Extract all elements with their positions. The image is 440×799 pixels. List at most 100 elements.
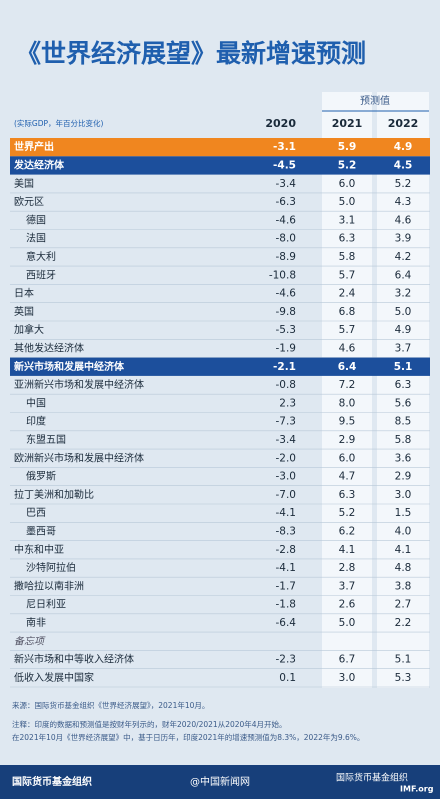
cell-value: 7.2 [339,379,356,391]
row-label: 中东和中亚 [14,543,64,556]
cell-value: 2.7 [395,599,412,611]
cell-value: -4.6 [276,214,297,226]
cell-value: 6.4 [338,361,357,373]
cell-value: 5.1 [394,361,413,373]
row-label: 世界产出 [14,140,54,153]
cell-value: -7.0 [276,489,297,501]
cell-value: 8.0 [339,397,356,409]
footer-right: 国际货币基金组织 [336,772,408,784]
cell-value: 8.5 [395,416,412,428]
row-highlight [10,138,430,157]
cell-value: 6.2 [339,525,356,537]
cell-value: 3.7 [339,580,356,592]
cell-value: 4.1 [339,544,356,556]
cell-value: 0.1 [279,672,296,684]
cell-value: 4.1 [395,544,412,556]
cell-value: -3.4 [276,178,297,190]
footer-center: @中国新闻网 [190,775,250,788]
cell-value: 5.0 [339,617,356,629]
cell-value: 6.3 [339,489,356,501]
row-label: 撒哈拉以南非洲 [14,579,84,592]
row-label: 尼日利亚 [26,599,66,611]
row-label: 英国 [14,305,34,318]
row-label: 俄罗斯 [26,470,56,483]
cell-value: 4.8 [395,562,412,574]
cell-value: -4.6 [276,288,297,300]
row-label: 意大利 [26,250,56,263]
row-label: 西班牙 [26,269,56,281]
cell-value: 5.2 [339,507,356,519]
cell-value: 3.0 [339,672,356,684]
cell-value: 4.3 [395,196,412,208]
cell-value: -3.1 [273,141,296,153]
cell-value: -4.5 [273,159,296,171]
row-label: 南非 [26,616,46,629]
row-label: 拉丁美洲和加勒比 [14,488,94,501]
cell-value: 6.8 [339,306,356,318]
cell-value: 4.6 [339,342,356,354]
cell-value: -6.4 [276,617,297,629]
title: 《世界经济展望》最新增速预测 [16,39,366,68]
cell-value: 5.9 [338,141,357,153]
cell-value: 3.9 [395,233,412,245]
cell-value: -5.3 [276,324,297,336]
note: 注释：印度的数据和预测值是按财年列示的，财年2020/2021从2020年4月开… [12,719,287,729]
cell-value: 9.5 [339,416,356,428]
cell-value: -10.8 [269,269,296,281]
footer-bar [0,765,440,799]
cell-value: 2.3 [279,397,296,409]
cell-value: 5.1 [395,654,412,666]
column-header: 2020 [265,117,296,130]
cell-value: -3.0 [276,471,297,483]
cell-value: 5.8 [339,251,356,263]
cell-value: -7.3 [276,416,297,428]
row-label: 欧元区 [14,196,44,208]
cell-value: 4.0 [395,525,412,537]
row-label: 新兴市场和中等收入经济体 [14,653,134,666]
cell-value: 5.2 [395,178,412,190]
row-label: 中国 [26,396,46,409]
cell-value: 4.7 [339,471,356,483]
cell-value: -1.9 [276,342,297,354]
row-label: 墨西哥 [26,525,56,537]
cell-value: 6.3 [339,233,356,245]
cell-value: 5.6 [395,397,412,409]
cell-value: 2.9 [395,471,412,483]
cell-value: -8.3 [276,525,297,537]
cell-value: 3.8 [395,580,412,592]
cell-value: 1.5 [395,507,412,519]
column-header: 2021 [332,117,363,130]
cell-value: 6.0 [339,452,356,464]
note: 来源：国际货币基金组织《世界经济展望》，2021年10月。 [12,700,209,710]
row-label: 加拿大 [14,323,44,336]
cell-value: 3.6 [395,452,412,464]
cell-value: 5.8 [395,434,412,446]
cell-value: 2.9 [339,434,356,446]
row-label: 沙特阿拉伯 [26,561,76,574]
cell-value: 2.6 [339,599,356,611]
cell-value: 4.5 [394,159,413,171]
cell-value: 4.6 [395,214,412,226]
forecast-label: 预测值 [360,94,390,107]
column-header: (实际GDP，年百分比变化) [14,118,104,128]
cell-value: -2.3 [276,654,297,666]
row-label: 印度 [26,415,46,428]
cell-value: 6.7 [339,654,356,666]
row-highlight [10,357,430,376]
row-label: 美国 [14,177,34,190]
cell-value: -4.1 [276,507,297,519]
cell-value: -4.1 [276,562,297,574]
cell-value: -2.8 [276,544,297,556]
cell-value: -2.0 [276,452,297,464]
cell-value: 2.8 [339,562,356,574]
cell-value: 6.3 [395,379,412,391]
row-label: 东盟五国 [26,433,66,446]
forecast-column [377,92,429,688]
cell-value: -0.8 [276,379,297,391]
row-label: 亚洲新兴市场和发展中经济体 [14,378,144,391]
row-label: 巴西 [26,507,46,519]
cell-value: 2.4 [339,288,356,300]
row-label: 欧洲新兴市场和发展中经济体 [14,451,144,464]
cell-value: 5.2 [338,159,357,171]
